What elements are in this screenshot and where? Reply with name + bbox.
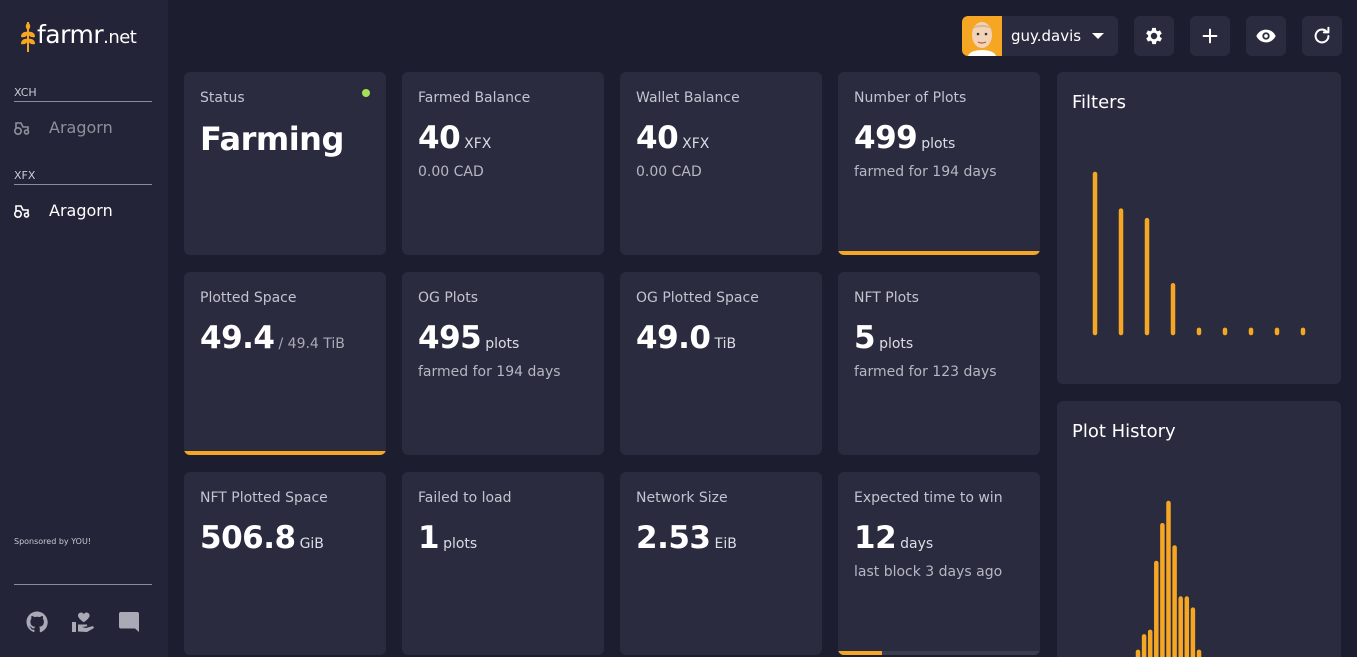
card-subtext: 0.00 CAD (636, 164, 702, 180)
user-name: guy.davis (1011, 27, 1082, 45)
tractor-icon (14, 121, 30, 135)
card-value: 40 XFX (636, 120, 710, 156)
github-icon[interactable] (25, 610, 49, 634)
card-label: Plotted Space (200, 290, 297, 306)
card-subtext: farmed for 194 days (418, 364, 561, 380)
card-value: 49.0 TiB (636, 320, 737, 356)
progress-bar (184, 451, 386, 455)
card-value: 1 plots (418, 520, 478, 556)
panel-title: Plot History (1072, 421, 1176, 442)
logo[interactable]: farmr.net (17, 18, 137, 52)
card-value: 5 plots (854, 320, 914, 356)
sidebar-item-label: Aragorn (49, 201, 113, 220)
settings-button[interactable] (1134, 16, 1174, 56)
section-label-xch: XCH (14, 86, 152, 102)
card-label: Farmed Balance (418, 90, 531, 106)
card-label: Expected time to win (854, 490, 1003, 506)
chevron-down-icon (1092, 33, 1104, 39)
card-subtext: 0.00 CAD (418, 164, 484, 180)
discord-icon[interactable] (117, 610, 141, 634)
sidebar-item-label: Aragorn (49, 118, 113, 137)
card-value: 499 plots (854, 120, 956, 156)
refresh-icon (1314, 26, 1330, 44)
wheat-icon (21, 22, 35, 52)
card-label: OG Plotted Space (636, 290, 759, 306)
card-number-of-plots: Number of Plots 499 plots farmed for 194 … (838, 72, 1040, 255)
card-label: Failed to load (418, 490, 512, 506)
plot-history-chart (1135, 500, 1202, 657)
card-nft-plots: NFT Plots 5 plots farmed for 123 days (838, 272, 1040, 455)
card-label: NFT Plotted Space (200, 490, 328, 506)
add-button[interactable] (1190, 16, 1230, 56)
visibility-button[interactable] (1246, 16, 1286, 56)
card-value: 49.4/ 49.4 TiB (200, 320, 345, 356)
card-label: Status (200, 90, 245, 106)
user-menu-button[interactable]: guy.davis (962, 16, 1118, 56)
tractor-icon (14, 204, 30, 218)
card-label: OG Plots (418, 290, 478, 306)
card-failed-to-load: Failed to load 1 plots (402, 472, 604, 655)
card-label: Number of Plots (854, 90, 967, 106)
plot-history-panel: Plot History (1057, 401, 1341, 657)
card-wallet-balance: Wallet Balance 40 XFX 0.00 CAD (620, 72, 822, 255)
card-subtext: farmed for 194 days (854, 164, 997, 180)
card-value: 495 plots (418, 320, 520, 356)
status-indicator (362, 89, 370, 97)
add-icon (1202, 28, 1218, 44)
card-og-plots: OG Plots 495 plots farmed for 194 days (402, 272, 604, 455)
card-value: 506.8 GiB (200, 520, 324, 556)
gear-icon (1146, 27, 1162, 45)
card-label: Network Size (636, 490, 728, 506)
sidebar-item-xch-aragorn[interactable]: Aragorn (14, 118, 113, 137)
card-status: Status Farming (184, 72, 386, 255)
panel-title: Filters (1072, 92, 1126, 113)
card-subtext: last block 3 days ago (854, 564, 1003, 580)
progress-bar (838, 651, 1040, 655)
card-nft-plotted-space: NFT Plotted Space 506.8 GiB (184, 472, 386, 655)
card-plotted-space: Plotted Space 49.4/ 49.4 TiB (184, 272, 386, 455)
card-farmed-balance: Farmed Balance 40 XFX 0.00 CAD (402, 72, 604, 255)
sponsor-link[interactable]: Sponsored by YOU! (14, 537, 92, 546)
card-value: 2.53 EiB (636, 520, 737, 556)
sidebar-item-xfx-aragorn[interactable]: Aragorn (14, 201, 113, 220)
card-network-size: Network Size 2.53 EiB (620, 472, 822, 655)
sidebar-divider (14, 584, 152, 585)
sidebar: farmr.net XCH Aragorn XFX Aragorn Sponso… (0, 0, 168, 657)
card-label: NFT Plots (854, 290, 919, 306)
card-value: 40 XFX (418, 120, 492, 156)
donate-icon[interactable] (71, 610, 95, 634)
filters-chart (1092, 171, 1306, 336)
section-label-xfx: XFX (14, 169, 152, 185)
card-value: Farming (200, 120, 344, 158)
avatar (962, 16, 1002, 56)
card-og-plotted-space: OG Plotted Space 49.0 TiB (620, 272, 822, 455)
refresh-button[interactable] (1302, 16, 1342, 56)
card-value: 12 days (854, 520, 934, 556)
eye-icon (1256, 29, 1276, 43)
card-subtext: farmed for 123 days (854, 364, 997, 380)
filters-panel: Filters (1057, 72, 1341, 384)
card-expected-time-to-win: Expected time to win 12 days last block 3… (838, 472, 1040, 655)
logo-text: farmr.net (37, 20, 137, 49)
card-label: Wallet Balance (636, 90, 740, 106)
progress-bar (838, 251, 1040, 255)
